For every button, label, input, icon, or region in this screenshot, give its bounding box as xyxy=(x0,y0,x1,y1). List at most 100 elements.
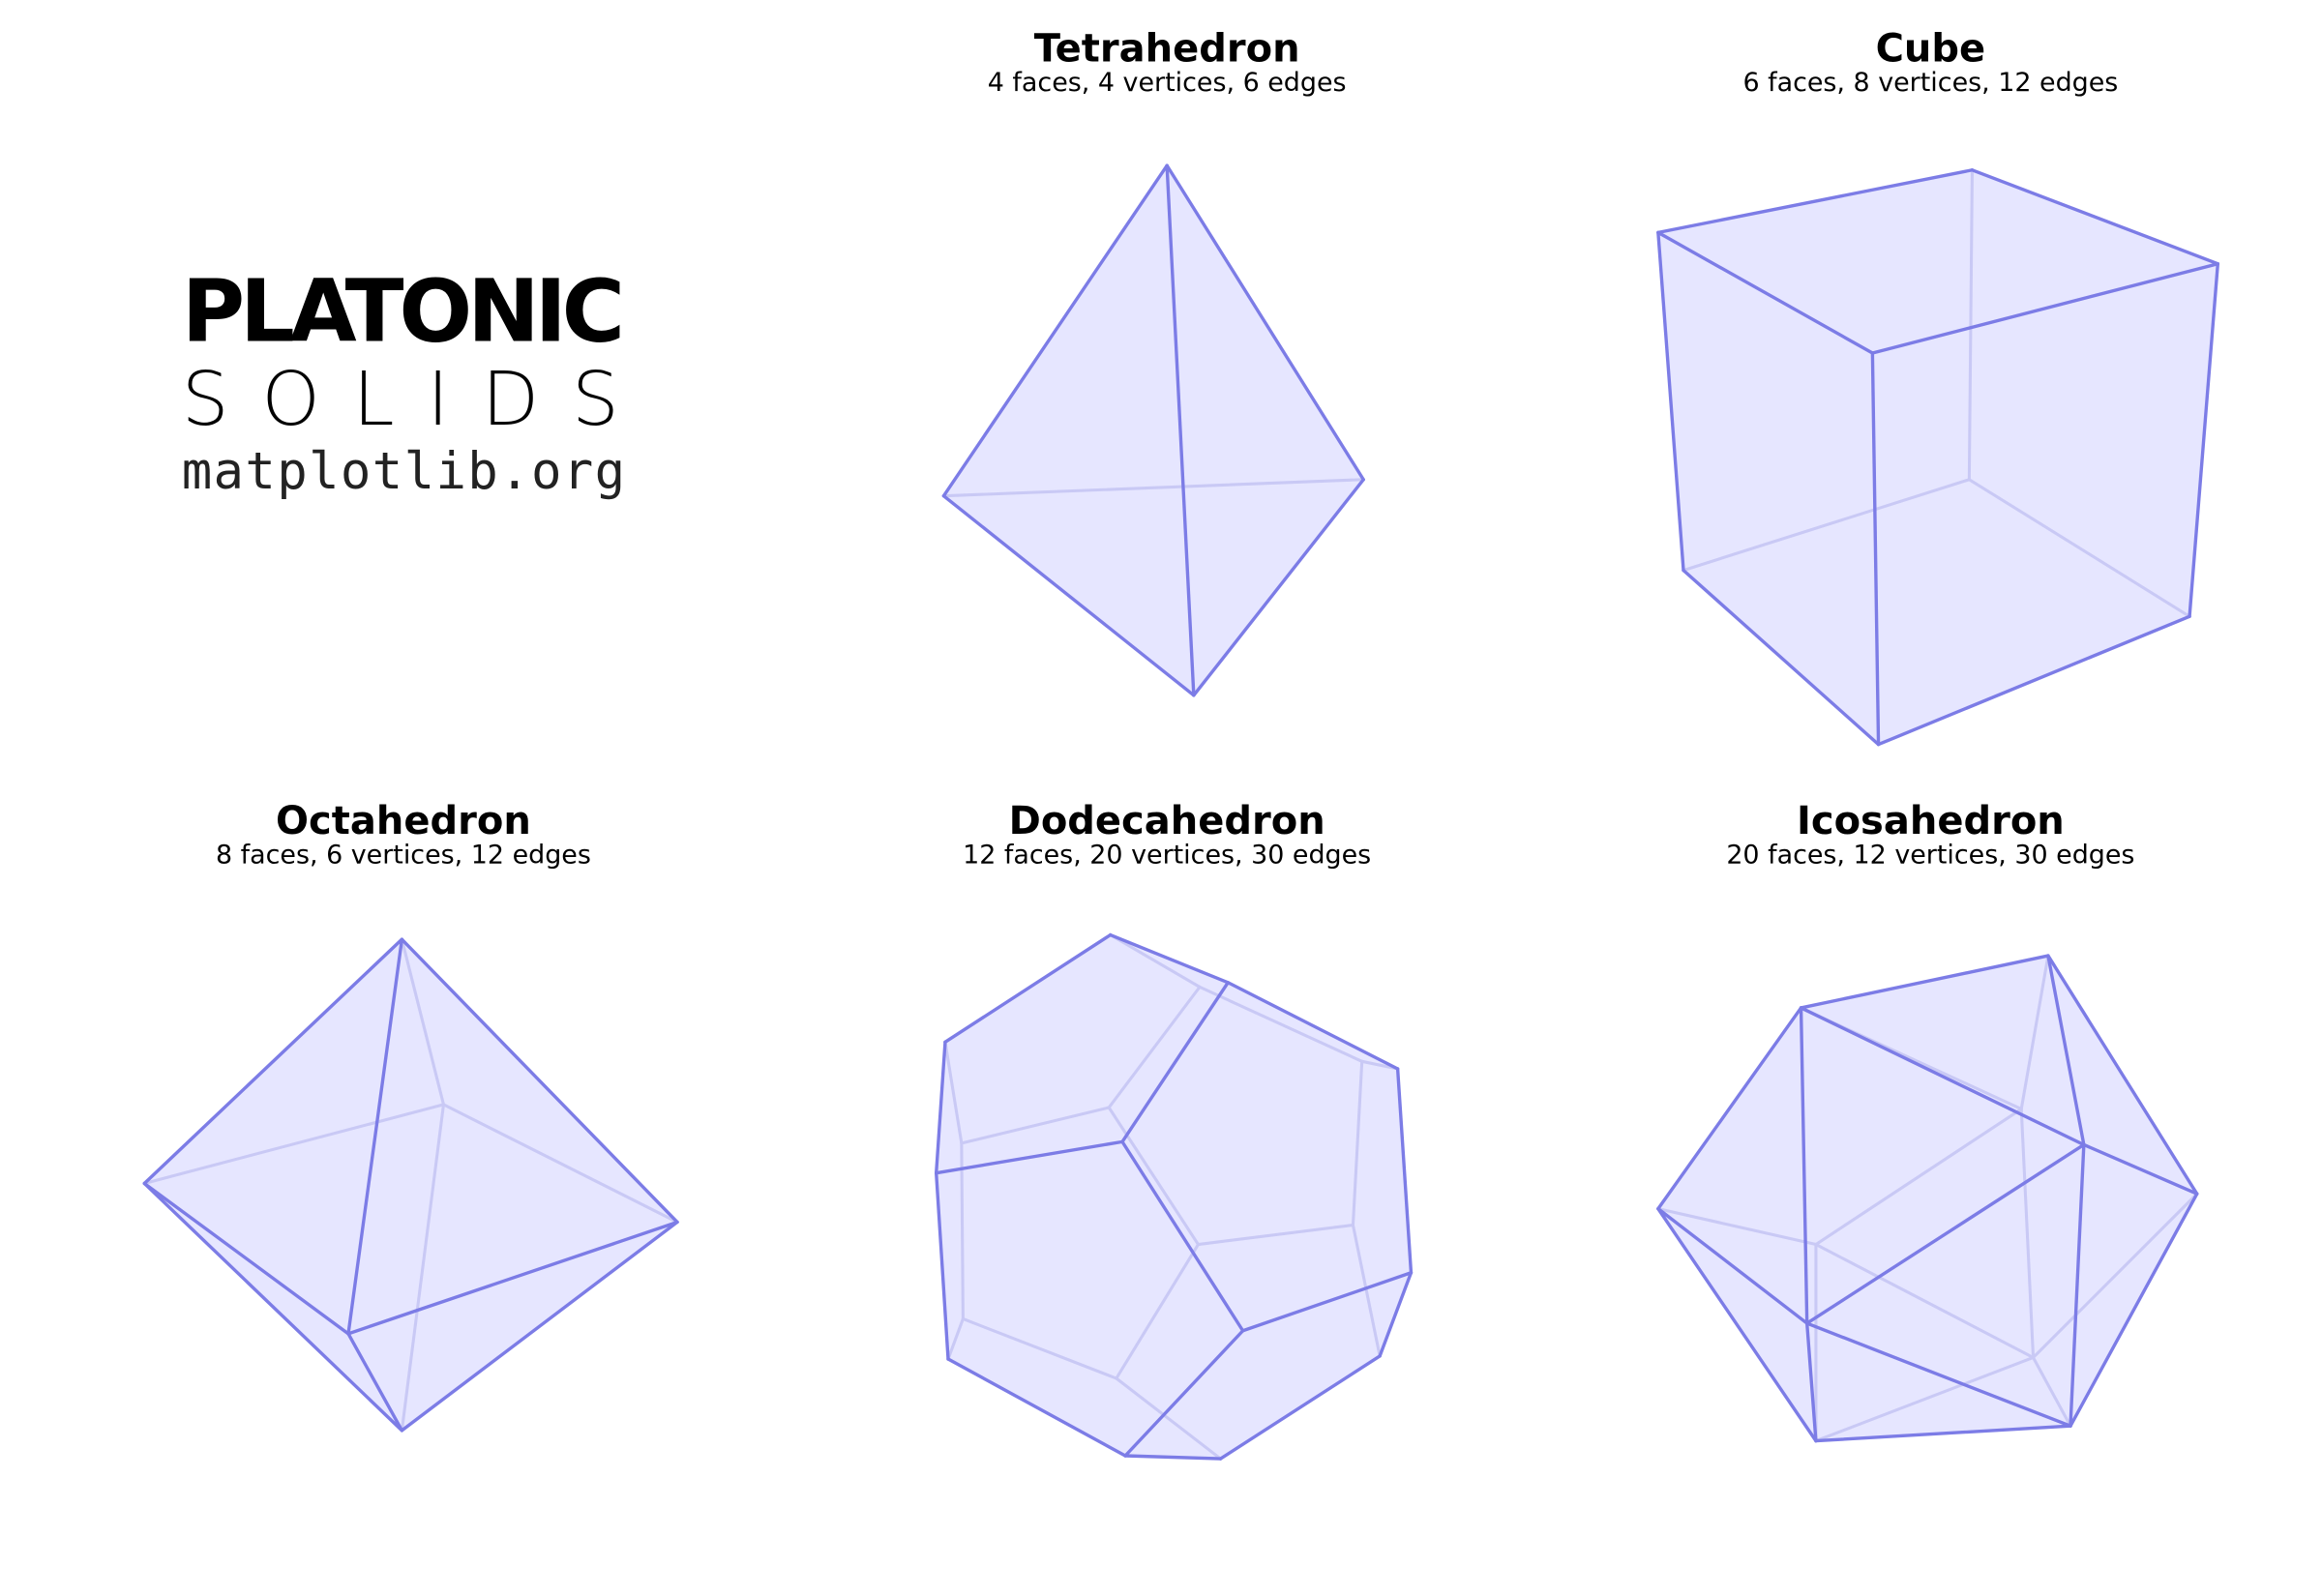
dodecahedron-hidden-edge xyxy=(1107,985,1202,1109)
tetrahedron-edge xyxy=(1165,163,1365,482)
logo-url: matplotlib.org xyxy=(182,442,625,501)
octahedron-edge xyxy=(346,1220,679,1336)
dodecahedron-title: Dodecahedron xyxy=(1009,799,1325,843)
icosahedron-edge xyxy=(1799,1006,2086,1147)
logo-platonic: PLATONIC xyxy=(182,262,625,363)
tetrahedron-edge xyxy=(1192,478,1365,697)
tetrahedron-title: Tetrahedron xyxy=(1034,26,1300,71)
cube-edge xyxy=(1870,262,2219,355)
dodecahedron-hidden-edge xyxy=(1109,933,1202,989)
icosahedron-edge xyxy=(1799,954,2050,1010)
octahedron-drawing xyxy=(142,937,679,1433)
icosahedron-edge xyxy=(2069,1192,2199,1428)
tetrahedron-edge xyxy=(1165,163,1196,697)
dodecahedron-edge xyxy=(1378,1271,1414,1358)
cube-edge xyxy=(1876,614,2191,747)
dodecahedron-edge xyxy=(1218,1354,1382,1461)
dodecahedron-edge xyxy=(1395,1067,1414,1275)
cube-edge xyxy=(1656,230,1685,573)
icosahedron-hidden-edge xyxy=(2032,1355,2072,1428)
octahedron-edge xyxy=(346,1332,404,1433)
icosahedron-edge xyxy=(2046,954,2199,1196)
octahedron-edge xyxy=(142,1181,350,1336)
icosahedron-hidden-edge xyxy=(1814,1108,2023,1247)
icosahedron-edge xyxy=(1805,1321,1818,1443)
dodecahedron-edge xyxy=(946,1357,1127,1458)
octahedron-edge xyxy=(400,1220,679,1433)
icosahedron-hidden-edge xyxy=(1656,1207,1818,1247)
icosahedron-hidden-edge xyxy=(1814,1243,2036,1359)
icosahedron-faces xyxy=(1657,956,2197,1441)
icosahedron-hidden-edge xyxy=(1814,1355,2036,1443)
dodecahedron-hidden-edge xyxy=(1198,985,1364,1063)
cube-edge xyxy=(1656,230,1875,355)
octahedron-hidden-edge xyxy=(400,1103,446,1433)
octahedron-faces xyxy=(144,939,677,1431)
octahedron-hidden-edge xyxy=(142,1103,446,1185)
icosahedron-edge xyxy=(1805,1321,2072,1428)
dodecahedron-edge xyxy=(1120,981,1230,1144)
dodecahedron-edge xyxy=(1226,981,1400,1071)
tetrahedron-drawing xyxy=(941,163,1365,697)
icosahedron-drawing xyxy=(1656,954,2199,1443)
dodecahedron-edge xyxy=(935,1171,950,1361)
icosahedron-edge xyxy=(1656,1006,1803,1211)
icosahedron-hidden-edge xyxy=(2032,1192,2199,1359)
icosahedron-edge xyxy=(2046,954,2086,1147)
cube-subtitle: 6 faces, 8 vertices, 12 edges xyxy=(1742,68,2118,98)
cube-edge xyxy=(1682,568,1881,747)
dodecahedron-edge xyxy=(943,932,1113,1044)
octahedron-title: Octahedron xyxy=(276,799,531,843)
dodecahedron-hidden-edge xyxy=(1115,1243,1200,1380)
tetrahedron-hidden-edge xyxy=(941,478,1365,498)
icosahedron-edge xyxy=(1656,1206,1818,1443)
octahedron-edge xyxy=(142,937,404,1186)
cube-faces xyxy=(1657,169,2218,745)
dodecahedron-edge xyxy=(935,1139,1124,1175)
dodecahedron-edge xyxy=(1123,1454,1223,1461)
cube-hidden-edge xyxy=(1682,478,1971,573)
dodecahedron-hidden-edge xyxy=(960,1141,965,1320)
cube-hidden-edge xyxy=(1967,168,1974,482)
tetrahedron-subtitle: 4 faces, 4 vertices, 6 edges xyxy=(988,68,1347,98)
logo-solids: SOLIDS xyxy=(182,357,652,443)
icosahedron-title: Icosahedron xyxy=(1797,799,2065,843)
dodecahedron-hidden-edge xyxy=(1351,1224,1382,1358)
dodecahedron-hidden-edge xyxy=(960,1106,1111,1145)
icosahedron-edge xyxy=(1814,1424,2072,1443)
icosahedron-edge xyxy=(2069,1142,2086,1428)
dodecahedron-hidden-edge xyxy=(1196,1224,1354,1247)
octahedron-edge xyxy=(400,937,679,1225)
icosahedron-hidden-edge xyxy=(2019,1108,2036,1359)
dodecahedron-edge xyxy=(1240,1271,1414,1333)
cube-drawing xyxy=(1656,168,2219,747)
tetrahedron-faces xyxy=(943,165,1364,695)
dodecahedron-edge xyxy=(1120,1139,1245,1333)
dodecahedron-edge xyxy=(1123,1329,1245,1458)
icosahedron-edge xyxy=(1656,1206,1809,1325)
tetrahedron-edge xyxy=(941,494,1196,697)
dodecahedron-hidden-edge xyxy=(1115,1376,1223,1461)
octahedron-edge xyxy=(346,937,404,1336)
dodecahedron-hidden-edge xyxy=(1351,1059,1364,1227)
dodecahedron-hidden-edge xyxy=(946,1316,965,1361)
dodecahedron-faces xyxy=(936,934,1412,1460)
cube-edge xyxy=(1870,351,1881,747)
dodecahedron-hidden-edge xyxy=(943,1040,964,1145)
dodecahedron-edge xyxy=(935,1040,947,1175)
dodecahedron-hidden-edge xyxy=(961,1316,1118,1380)
icosahedron-hidden-edge xyxy=(2019,954,2050,1111)
dodecahedron-hidden-edge xyxy=(1107,1106,1200,1247)
cube-edge xyxy=(1970,168,2219,266)
cube-edge xyxy=(2188,262,2219,618)
octahedron-subtitle: 8 faces, 6 vertices, 12 edges xyxy=(216,841,591,871)
cube-hidden-edge xyxy=(1967,478,2191,618)
octahedron-hidden-edge xyxy=(441,1103,679,1224)
octahedron-edge xyxy=(142,1181,404,1433)
tetrahedron-edge xyxy=(941,163,1169,498)
dodecahedron-drawing xyxy=(935,932,1414,1461)
cube-edge xyxy=(1656,168,1975,235)
icosahedron-edge xyxy=(1805,1142,2086,1325)
dodecahedron-edge xyxy=(1109,932,1230,985)
